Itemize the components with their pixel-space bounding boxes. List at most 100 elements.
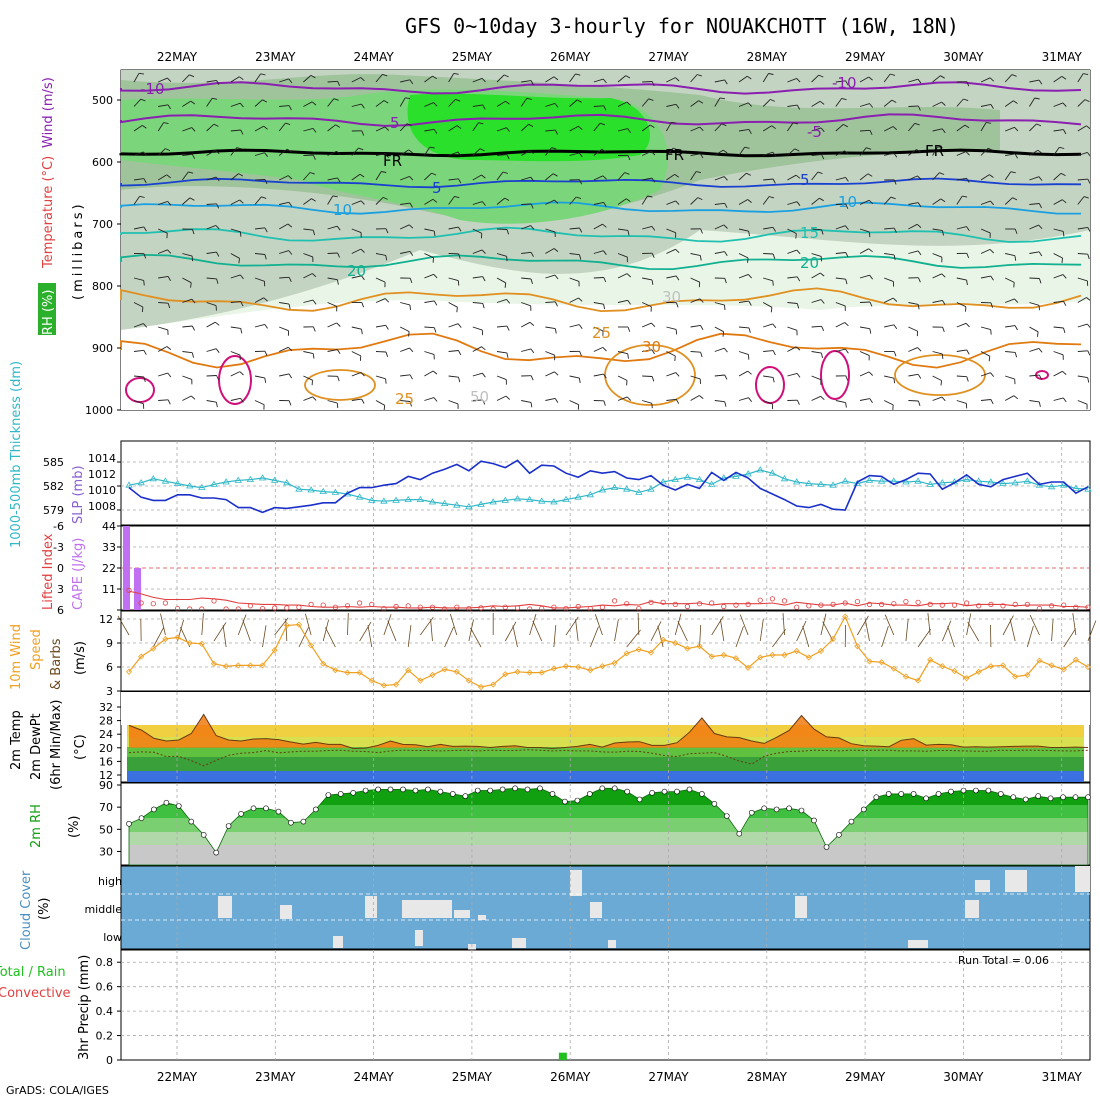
rh2m-point — [512, 785, 518, 792]
wind-barb — [545, 147, 552, 156]
wind-barb — [666, 248, 676, 254]
thickness-point — [392, 496, 400, 503]
wind-barb-flag — [748, 327, 751, 333]
wind-barb — [254, 227, 265, 230]
temperature-label: Temperature (°C) — [41, 156, 56, 269]
wind10m-barb — [1072, 613, 1077, 636]
wind-barb-flag — [768, 73, 774, 75]
wind10m-point — [1060, 666, 1067, 673]
wind-barb-flag — [336, 279, 339, 285]
wind-barb-flag — [964, 124, 970, 129]
tick-label: 0.6 — [96, 981, 114, 994]
temp-band — [127, 747, 1084, 757]
wind-barb-flag — [264, 351, 268, 356]
wind10m-barb — [594, 614, 603, 636]
wind10m-point — [975, 668, 982, 675]
wind-barb-flag — [869, 103, 874, 108]
thickness-point — [295, 485, 303, 492]
wind-barb — [932, 396, 943, 401]
wind-barb — [1077, 323, 1088, 328]
wind-barb — [787, 104, 798, 107]
wind-barb-flag — [893, 378, 896, 384]
wind-barb-flag — [312, 230, 316, 236]
tick-label: 3 — [57, 583, 64, 596]
wind-barb-flag — [989, 77, 995, 82]
wind-barb-flag — [942, 230, 944, 236]
wind-barb — [1029, 224, 1039, 230]
wind-barb-flag — [988, 356, 991, 362]
wind-barb — [545, 129, 556, 132]
thickness-point — [598, 486, 607, 493]
wind-barb — [666, 147, 674, 156]
wind-barb-flag — [143, 178, 147, 184]
wind-barb — [158, 302, 169, 304]
wind10m-point — [599, 663, 606, 670]
wind-barb-flag — [457, 280, 460, 286]
wind-barb-flag — [458, 253, 461, 259]
rh2m-point — [686, 786, 693, 793]
wind-barb — [230, 397, 241, 401]
rh2m-point — [674, 788, 680, 795]
wind-barb-flag — [893, 351, 897, 357]
wind-barb-flag — [989, 249, 995, 254]
wind-barb — [666, 372, 676, 377]
wind-barb-flag — [433, 102, 438, 107]
wind-barb-flag — [699, 255, 702, 261]
wind10m-point — [842, 613, 849, 620]
wind-barb — [908, 250, 919, 254]
thickness-point — [647, 485, 655, 492]
wind-barb — [617, 253, 628, 258]
wind-barb-flag — [530, 80, 534, 86]
thickness-label: 1000-500mb Thickness (dm) — [9, 361, 24, 548]
wind10m-point — [198, 640, 205, 647]
wind-barb — [569, 99, 578, 107]
rh2m-point — [562, 798, 568, 805]
wind-barb — [617, 101, 628, 107]
wind-barb-flag — [142, 125, 147, 129]
wind-barb — [980, 174, 990, 181]
wind-barb-flag — [506, 299, 511, 304]
thickness-point — [841, 477, 849, 484]
wind-barb-flag — [724, 401, 727, 407]
wind-barb-flag — [481, 249, 486, 254]
wind-barb-flag — [772, 280, 774, 286]
temp-contour-loop — [604, 344, 696, 406]
temp2m-label-b: 2m DewPt — [29, 713, 44, 780]
wind-barb-flag — [360, 77, 365, 82]
wind-barb — [1053, 129, 1064, 132]
wind-barb — [1004, 171, 1012, 181]
wind10m-barb — [504, 621, 517, 642]
wind-barb — [424, 351, 435, 355]
wind-barb — [762, 99, 771, 107]
rh2m-point — [873, 794, 880, 801]
top-date-label: 24MAY — [353, 50, 394, 64]
wind-barb-flag — [941, 101, 946, 106]
wind-barb-flag — [845, 204, 849, 209]
lifted-index-point — [454, 604, 460, 610]
wind-barb-flag — [526, 97, 532, 100]
wind-barb — [884, 253, 895, 256]
rh2m-point — [823, 844, 830, 850]
wind-barb-flag — [722, 149, 728, 154]
wind-barb-flag — [941, 353, 944, 359]
wind-barb-flag — [138, 72, 144, 75]
wind-barb — [1053, 300, 1064, 303]
wind10m-point — [793, 647, 800, 655]
wind-barb — [520, 123, 529, 132]
wind-barb-flag — [868, 199, 874, 205]
wind-barb — [642, 322, 652, 328]
tick-label: 579 — [43, 504, 64, 517]
wind-barb — [908, 78, 919, 83]
cape-bar — [123, 526, 130, 610]
thickness-point — [610, 483, 619, 490]
wind-barb-flag — [770, 98, 775, 102]
wind10m-point — [453, 668, 460, 675]
wind-barb-flag — [772, 350, 776, 356]
wind-barb-flag — [578, 125, 583, 130]
wind-barb-flag — [506, 229, 510, 235]
wind-barb — [642, 277, 653, 281]
wind-barb-flag — [287, 175, 293, 180]
wind10m-point — [295, 621, 303, 628]
rh2m-point — [350, 789, 357, 796]
wind-barb — [714, 374, 725, 377]
